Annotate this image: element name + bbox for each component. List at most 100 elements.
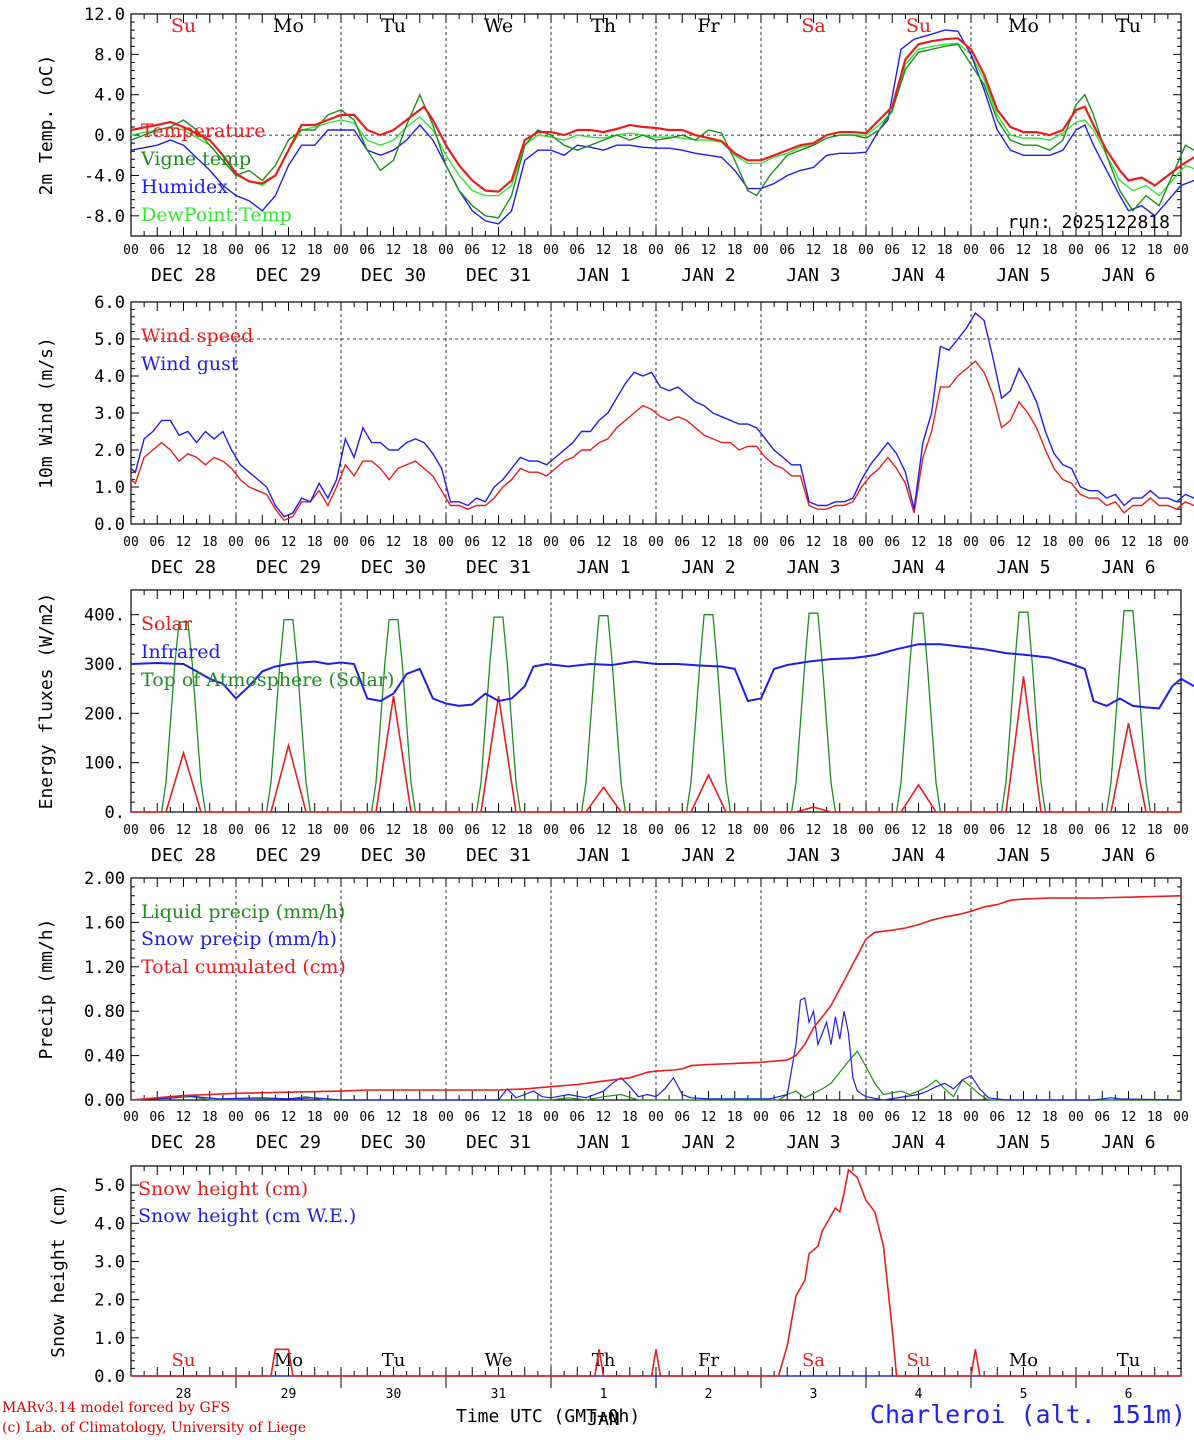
x-date-label: DEC 31 [466,1132,531,1153]
x-hour-label: 06 [359,823,375,838]
x-hour-label: 00 [228,535,244,550]
x-hour-label: 06 [989,823,1005,838]
y-tick-label: 1.0 [94,1329,125,1349]
x-hour-label: 00 [753,1110,769,1125]
legend-entry: Vigne temp [140,148,251,170]
toa-solar-line [656,614,761,813]
x-hour-label: 06 [254,243,270,258]
x-hour-label: 12 [596,823,612,838]
x-hour-label: 18 [517,243,533,258]
liquid-precip-line [130,1050,1181,1101]
y-tick-label: 3.0 [94,1252,125,1272]
weekday-label: Mo [1008,15,1039,37]
weekday-label: Tu [1117,1350,1141,1371]
x-date-label: JAN 1 [576,557,630,578]
month-label: JAN [587,1409,620,1430]
x-hour-label: 12 [806,823,822,838]
x-hour-label: 18 [307,1110,323,1125]
y-tick-label: 0.40 [84,1047,125,1067]
x-hour-label: 00 [1068,243,1084,258]
x-hour-label: 06 [674,1110,690,1125]
solar-line [236,742,341,813]
x-hour-label: 06 [1094,1110,1110,1125]
x-hour-label: 18 [832,1110,848,1125]
x-hour-label: 12 [176,823,192,838]
x-hour-label: 06 [149,823,165,838]
x-date-label: JAN 4 [891,1132,945,1153]
infrared-line [130,643,1194,710]
x-hour-label: 12 [701,535,717,550]
day-number: 6 [1125,1387,1133,1402]
x-hour-label: 18 [622,1110,638,1125]
x-date-label: JAN 3 [786,557,840,578]
x-hour-label: 12 [1121,243,1137,258]
x-hour-label: 18 [412,1110,428,1125]
toa-solar-line [131,621,236,813]
y-tick-label: 0. [105,803,125,823]
y-tick-label: 2.00 [84,869,125,889]
x-hour-label: 18 [202,535,218,550]
x-hour-label: 12 [911,1110,927,1125]
x-hour-label: 12 [176,1110,192,1125]
x-hour-label: 00 [228,243,244,258]
x-date-label: DEC 29 [256,1132,321,1153]
x-hour-label: 18 [832,535,848,550]
x-hour-label: 06 [569,1110,585,1125]
weekday-label: Mo [274,1350,303,1371]
x-hour-label: 18 [202,1110,218,1125]
y-tick-label: 400. [84,606,125,626]
x-date-label: DEC 30 [361,265,426,286]
x-hour-label: 00 [333,535,349,550]
x-hour-label: 12 [596,1110,612,1125]
y-tick-label: 100. [84,754,125,774]
y-tick-label: 200. [84,704,125,724]
weekday-label: Sa [801,15,825,37]
x-hour-label: 12 [596,535,612,550]
x-hour-label: 00 [648,243,664,258]
x-hour-label: 06 [149,243,165,258]
x-hour-label: 00 [1173,1110,1189,1125]
x-date-label: JAN 2 [681,557,735,578]
y-tick-label: 4.0 [94,367,125,387]
snow-height-line [131,1168,1181,1377]
day-number: 1 [600,1387,608,1402]
x-date-label: JAN 5 [996,1132,1050,1153]
panel-4: 0.00 0.40 0.80 1.20 1.60 2.00 Precip (mm/h) 00 0… [36,869,1189,1153]
y-tick-label: 5.0 [94,1176,125,1196]
x-hour-label: 00 [963,535,979,550]
x-date-label: DEC 31 [466,845,531,866]
weekday-label: Mo [273,15,304,37]
x-hour-label: 12 [491,535,507,550]
x-hour-label: 18 [307,823,323,838]
x-hour-label: 00 [438,1110,454,1125]
x-hour-label: 06 [149,1110,165,1125]
x-hour-label: 00 [1173,535,1189,550]
x-hour-label: 12 [1121,1110,1137,1125]
day-number: 2 [705,1387,713,1402]
x-hour-label: 06 [884,823,900,838]
x-hour-label: 12 [386,823,402,838]
x-hour-label: 12 [806,1110,822,1125]
y-tick-label: 2.0 [94,441,125,461]
x-hour-label: 06 [1094,535,1110,550]
y-tick-label: -4.0 [84,166,125,186]
x-hour-label: 00 [858,535,874,550]
legend-entry: Wind gust [141,353,239,375]
series-line [130,360,1194,522]
x-hour-label: 00 [333,823,349,838]
x-hour-label: 18 [412,823,428,838]
x-hour-label: 06 [989,535,1005,550]
weekday-label: Th [591,15,616,37]
x-hour-label: 00 [543,823,559,838]
legend-entry: Snow height (cm W.E.) [138,1205,356,1227]
x-hour-label: 12 [281,1110,297,1125]
x-date-label: DEC 30 [361,845,426,866]
weekday-label: We [484,15,513,37]
x-hour-label: 00 [858,243,874,258]
legend-entry: Humidex [141,176,228,198]
x-hour-label: 06 [884,243,900,258]
credit-lab: (c) Lab. of Climatology, University of L… [2,1420,307,1436]
y-tick-label: 2.0 [94,1291,125,1311]
weekday-label: Su [171,15,196,37]
